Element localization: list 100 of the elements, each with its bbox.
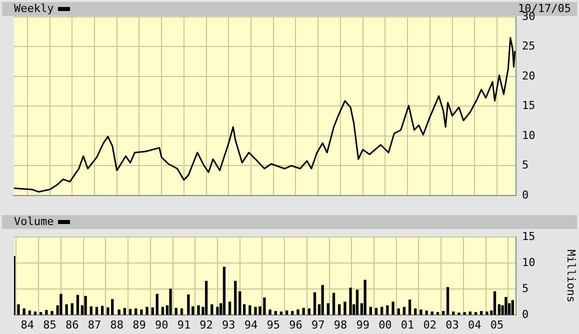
bar <box>397 308 400 315</box>
bar <box>474 312 478 315</box>
bar <box>274 311 277 315</box>
bar <box>118 309 120 315</box>
bar <box>364 280 366 315</box>
bar <box>65 304 68 315</box>
y-tick-label: 10 <box>522 256 536 269</box>
bar <box>174 308 178 315</box>
bar <box>511 300 514 315</box>
bar <box>285 310 288 315</box>
x-tick-label: 96 <box>289 318 302 332</box>
bar <box>100 306 104 315</box>
bar <box>313 292 316 315</box>
x-tick-label: 90 <box>154 318 168 332</box>
bar <box>374 308 378 315</box>
bar <box>22 308 26 315</box>
y-axis-title: Millions <box>564 250 578 302</box>
bar <box>332 292 336 315</box>
x-tick-label: 01 <box>400 318 414 332</box>
bar <box>40 312 42 315</box>
bar <box>248 305 252 315</box>
bar <box>308 308 310 315</box>
bar <box>436 312 440 315</box>
bar <box>408 300 412 315</box>
x-tick-label: 99 <box>356 318 370 332</box>
bar <box>468 312 472 315</box>
y-tick-label: 15 <box>522 99 536 112</box>
bar <box>402 306 406 315</box>
x-tick-label: 04 <box>468 318 482 332</box>
bar <box>344 302 346 315</box>
x-tick-label: 85 <box>43 318 56 332</box>
bar <box>242 304 246 315</box>
bar <box>268 309 272 315</box>
x-tick-label: 97 <box>311 318 325 332</box>
bar <box>90 306 92 315</box>
bar <box>151 307 154 315</box>
bar <box>123 308 126 315</box>
bar <box>95 306 98 315</box>
bar <box>50 311 54 315</box>
bar <box>386 305 389 315</box>
x-tick-label: 03 <box>446 318 459 332</box>
bar <box>146 306 148 315</box>
bar <box>187 294 190 315</box>
bar <box>106 307 110 315</box>
bar <box>222 266 226 315</box>
x-tick-label: 88 <box>110 318 124 332</box>
y-tick-label: 20 <box>522 69 536 82</box>
bar <box>238 291 242 315</box>
y-tick-label: 5 <box>522 282 529 295</box>
bar <box>349 288 352 315</box>
x-tick-label: 05 <box>490 318 504 332</box>
bar <box>84 296 87 315</box>
bar <box>204 280 208 315</box>
bar <box>161 306 164 315</box>
bar <box>414 308 417 315</box>
x-tick-label: 87 <box>88 318 102 332</box>
bar <box>446 287 450 315</box>
y-tick-label: 25 <box>522 40 536 53</box>
bar <box>369 306 372 315</box>
bar <box>216 306 219 315</box>
bar <box>430 312 434 315</box>
y-tick-label: 0 <box>522 308 529 321</box>
x-tick-label: 92 <box>200 318 213 332</box>
bar <box>234 280 237 315</box>
bar <box>296 309 300 315</box>
bar <box>463 312 466 315</box>
bar <box>504 296 508 315</box>
x-tick-label: 95 <box>266 318 280 332</box>
bar <box>45 310 48 315</box>
bar <box>338 304 341 315</box>
y-tick-label: 0 <box>522 188 529 202</box>
bar <box>70 303 74 315</box>
x-tick-label: 00 <box>378 318 392 332</box>
y-tick-label: 5 <box>522 158 529 172</box>
bar <box>291 311 294 315</box>
x-tick-label: 91 <box>177 318 191 332</box>
bar <box>60 294 62 315</box>
bar <box>452 312 455 315</box>
bar <box>210 304 214 315</box>
x-tick-label: 98 <box>334 318 348 332</box>
bar <box>425 310 428 315</box>
bar <box>493 291 496 315</box>
bar <box>169 288 172 315</box>
x-tick-label: 84 <box>20 318 34 332</box>
bar <box>134 308 138 315</box>
bar <box>76 294 80 315</box>
bar <box>280 312 283 315</box>
bar <box>140 309 143 315</box>
bar <box>111 299 114 315</box>
bar <box>442 311 445 315</box>
bar <box>28 310 31 315</box>
legend-label: Weekly <box>14 2 54 15</box>
bar <box>486 312 488 315</box>
bar <box>480 311 483 315</box>
x-tick-label: 86 <box>66 318 79 332</box>
x-tick-label: 94 <box>244 318 258 332</box>
bar <box>326 303 330 315</box>
bar <box>302 308 305 315</box>
bar <box>498 304 501 315</box>
bar <box>392 302 394 315</box>
